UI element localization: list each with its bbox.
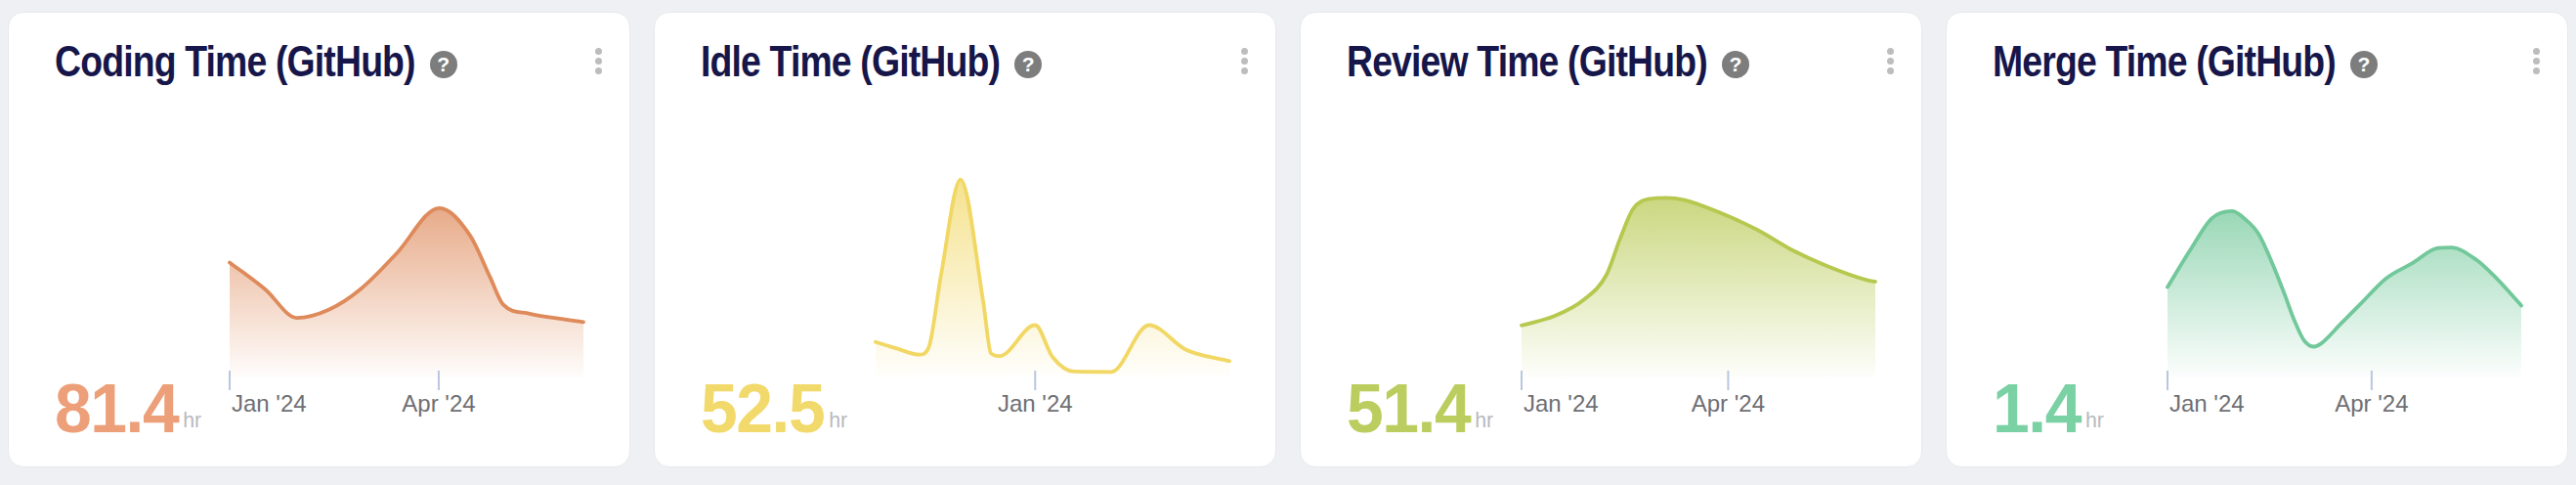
metric-value-row: 1.4 hr [1993,370,2104,448]
area-fill [230,208,583,377]
area-fill [2168,211,2521,377]
x-axis-label: Apr '24 [402,390,475,417]
metric-value: 52.5 [701,370,824,448]
metric-value-row: 52.5 hr [701,370,847,448]
area-fill [1522,198,1875,377]
metric-value: 51.4 [1347,370,1470,448]
x-axis-label: Jan '24 [998,390,1073,417]
metric-value: 1.4 [1993,370,2081,448]
x-axis-label: Jan '24 [2169,390,2245,417]
metric-card-coding-time: Coding Time (GitHub) ? Jan '24Apr '24 81… [8,12,630,467]
x-axis-label: Jan '24 [1524,390,1599,417]
metric-unit: hr [2085,408,2104,433]
trend-line [876,180,1229,373]
x-axis-label: Apr '24 [1692,390,1765,417]
metrics-row: Coding Time (GitHub) ? Jan '24Apr '24 81… [0,0,2576,479]
metric-value-row: 51.4 hr [1347,370,1493,448]
metric-value-row: 81.4 hr [55,370,201,448]
metric-value: 81.4 [55,370,178,448]
x-axis-label: Apr '24 [2335,390,2408,417]
metric-unit: hr [1475,408,1493,433]
x-axis-label: Jan '24 [232,390,307,417]
metric-card-review-time: Review Time (GitHub) ? Jan '24Apr '24 51… [1300,12,1922,467]
metric-unit: hr [829,408,847,433]
metric-unit: hr [183,408,201,433]
metric-card-idle-time: Idle Time (GitHub) ? Jan '24 52.5 hr [654,12,1276,467]
metric-card-merge-time: Merge Time (GitHub) ? Jan '24Apr '24 1.4… [1946,12,2568,467]
